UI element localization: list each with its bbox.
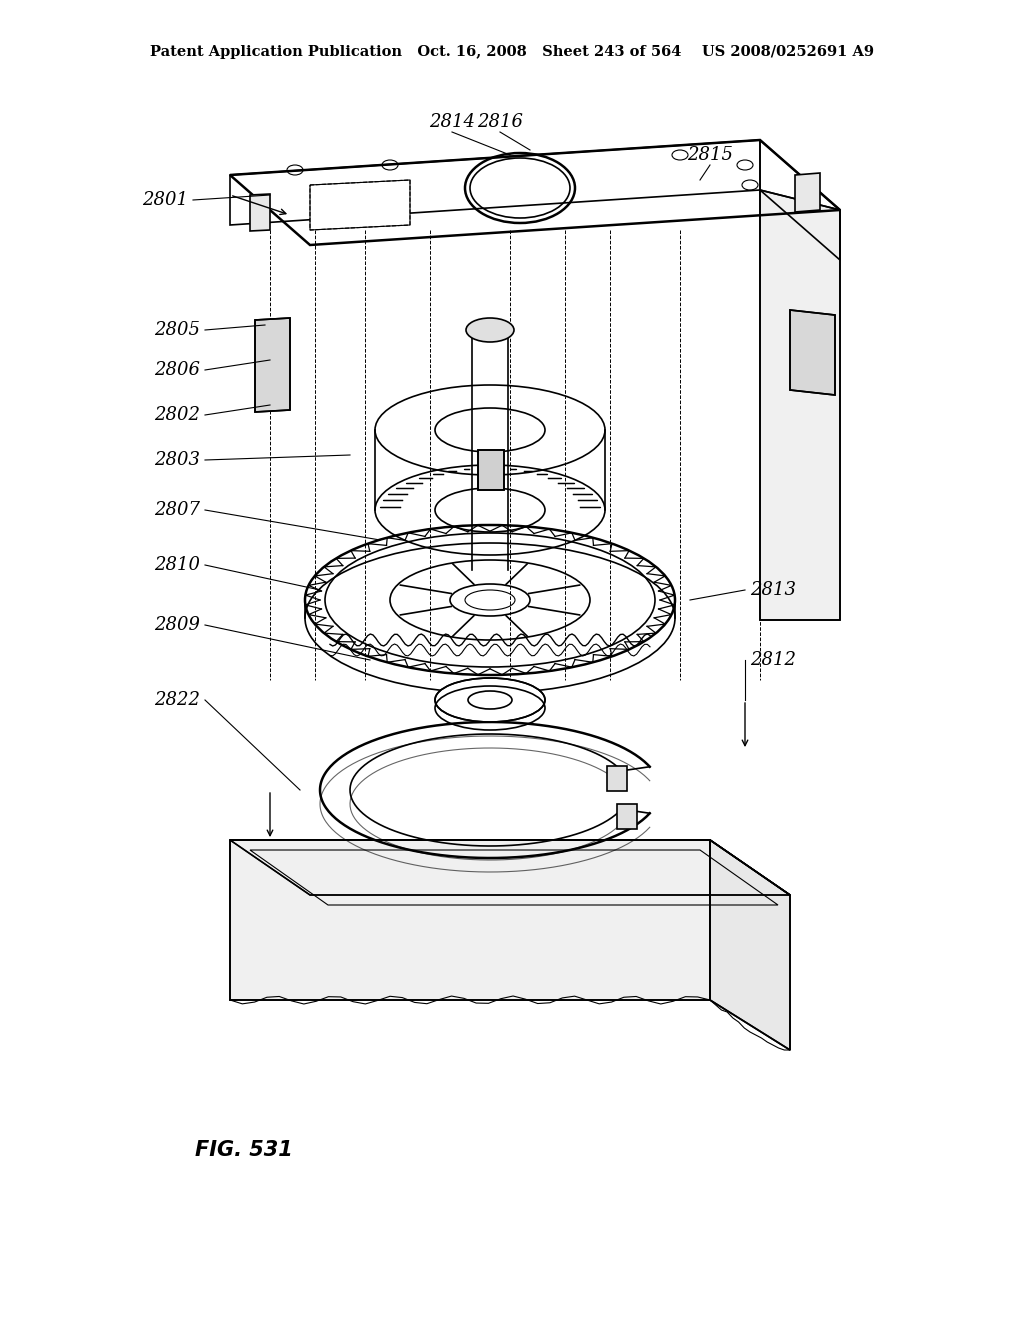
Text: 2809: 2809 bbox=[154, 616, 200, 634]
Text: 2807: 2807 bbox=[154, 502, 200, 519]
Polygon shape bbox=[710, 840, 790, 1049]
Ellipse shape bbox=[466, 318, 514, 342]
Text: 2815: 2815 bbox=[687, 147, 733, 164]
Text: FIG. 531: FIG. 531 bbox=[195, 1140, 293, 1160]
Polygon shape bbox=[310, 180, 410, 230]
Polygon shape bbox=[230, 840, 790, 895]
Text: 2822: 2822 bbox=[154, 690, 200, 709]
Polygon shape bbox=[478, 450, 504, 490]
Polygon shape bbox=[606, 766, 627, 791]
Text: 2801: 2801 bbox=[142, 191, 188, 209]
Polygon shape bbox=[255, 318, 290, 412]
Polygon shape bbox=[790, 310, 835, 395]
Polygon shape bbox=[616, 804, 637, 829]
Text: Patent Application Publication   Oct. 16, 2008   Sheet 243 of 564    US 2008/025: Patent Application Publication Oct. 16, … bbox=[150, 45, 874, 59]
Ellipse shape bbox=[435, 678, 545, 722]
Polygon shape bbox=[230, 840, 710, 1001]
Polygon shape bbox=[760, 190, 840, 620]
Text: 2803: 2803 bbox=[154, 451, 200, 469]
Text: 2806: 2806 bbox=[154, 360, 200, 379]
Text: 2814: 2814 bbox=[429, 114, 475, 131]
Polygon shape bbox=[250, 194, 270, 231]
Text: 2810: 2810 bbox=[154, 556, 200, 574]
Text: 2813: 2813 bbox=[750, 581, 796, 599]
Text: 2802: 2802 bbox=[154, 407, 200, 424]
Text: 2805: 2805 bbox=[154, 321, 200, 339]
Text: 2816: 2816 bbox=[477, 114, 523, 131]
Text: 2812: 2812 bbox=[750, 651, 796, 669]
Polygon shape bbox=[795, 173, 820, 213]
